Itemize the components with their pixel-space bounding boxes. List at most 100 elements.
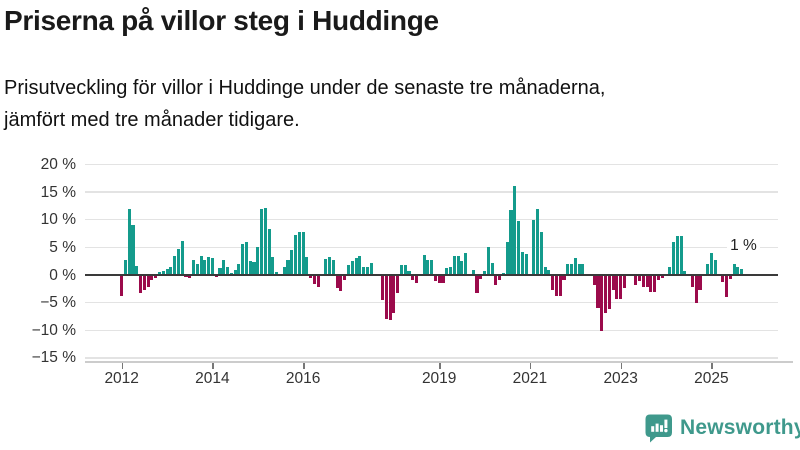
bar [354,258,358,275]
bar [222,259,226,275]
bar [135,266,139,275]
x-axis-tick-label: 2014 [195,370,230,387]
bar [498,275,502,280]
bar [494,275,498,285]
bar [188,275,192,279]
bar [335,275,339,289]
bar [460,260,464,275]
bar [388,275,392,320]
bar [656,275,660,280]
x-axis-tick-label: 2023 [603,370,638,387]
bar [411,275,415,280]
bar [142,275,146,290]
last-value-annotation: 1 % [727,237,760,255]
gridline [85,163,778,166]
bar [445,268,449,275]
bar [547,270,551,275]
x-axis-tick [121,362,124,369]
bar [256,247,260,275]
bar [554,275,558,296]
bar [165,268,169,275]
bar [294,235,298,275]
bar [297,231,301,275]
bar [362,266,366,275]
bar [316,275,320,287]
x-axis-tick [711,362,713,369]
zero-axis-line [85,273,778,276]
bar [150,275,154,280]
bar [535,209,540,275]
bar [384,275,388,320]
bar [634,275,638,285]
bar [479,275,483,280]
subtitle-line-2: jämfört med tre månader tidigare. [4,109,300,131]
bar [622,275,626,289]
bar [539,231,543,275]
x-axis-tick [439,362,441,369]
bar [437,275,441,284]
newsworthy-logo: Newsworthy [645,412,800,444]
page-title: Priserna på villor steg i Huddinge [4,5,439,36]
bar [343,275,347,280]
bar [173,256,177,275]
bar [301,232,305,275]
gridline [85,218,778,221]
bar [464,253,468,275]
y-axis-tick-label: 10 % [40,211,76,229]
subtitle-line-1: Prisutveckling för villor i Huddinge und… [4,77,606,99]
bar [120,275,124,296]
bar [350,260,354,275]
bar [706,264,710,275]
bar [641,275,645,288]
bar [690,275,695,288]
y-axis-tick-label: 0 % [49,266,76,284]
bar [581,264,585,275]
bar [180,241,184,275]
bar [679,236,683,275]
newsworthy-logo-text: Newsworthy [680,416,800,439]
bar [668,266,672,275]
bar [271,256,275,275]
bar [486,247,490,275]
bar [358,256,362,275]
bar [369,262,373,275]
gridline [85,357,778,359]
bar [252,262,256,275]
bar [426,260,430,275]
bar [532,220,536,275]
bar [509,209,513,275]
bar [267,228,271,275]
bar [740,268,744,275]
bar [675,236,679,275]
x-axis-tick [529,362,532,369]
bar [596,275,600,309]
bar [199,255,203,275]
bar [721,275,725,282]
x-axis-tick-label: 2021 [512,370,548,387]
bar [286,260,290,275]
x-axis-line [85,361,793,363]
bar [123,259,128,275]
x-axis-tick [620,362,623,369]
bar [346,265,351,275]
bar [592,275,596,285]
bar [551,275,555,290]
bar [694,275,698,303]
bar [392,275,396,313]
bar [456,256,460,275]
bar [396,275,400,294]
bar [449,266,453,275]
bar [365,266,369,275]
bar [176,249,180,275]
bar [312,275,317,284]
y-axis-tick-label: 15 % [40,183,76,201]
bar [127,208,131,275]
bar [713,259,717,275]
bar [736,266,740,275]
bar [161,271,165,275]
bar [513,185,517,275]
x-axis-tick-label: 2019 [421,370,457,387]
bar [305,257,309,275]
bar [709,253,713,275]
bar [248,260,252,275]
